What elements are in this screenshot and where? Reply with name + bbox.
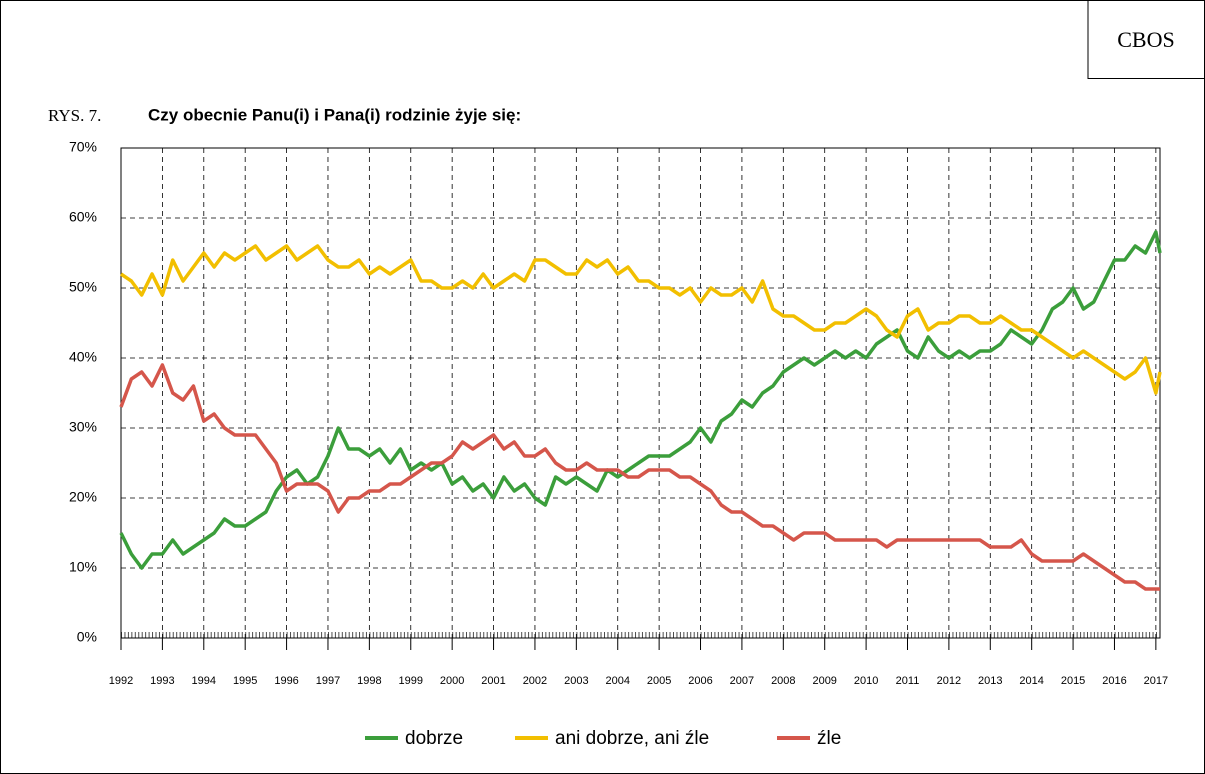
x-tick-label: 2011: [896, 675, 920, 687]
x-tick-label: 1995: [233, 675, 257, 687]
x-tick-label: 2009: [812, 675, 836, 687]
x-tick-label: 1994: [192, 675, 216, 687]
x-tick-label: 2002: [523, 675, 547, 687]
brand-box: [1087, 0, 1205, 79]
y-tick-label: 10%: [69, 559, 97, 575]
x-tick-label: 2005: [647, 675, 671, 687]
series-line: [119, 363, 1160, 591]
minor-ticks: [121, 632, 1160, 638]
x-tick-label: 2015: [1061, 675, 1085, 687]
series-line: [119, 230, 1162, 570]
x-tick-label: 2003: [564, 675, 588, 687]
x-tick-label: 2013: [978, 675, 1002, 687]
x-tick-label: 1996: [274, 675, 298, 687]
x-tick-label: 2016: [1102, 675, 1126, 687]
figure-label: RYS. 7.: [48, 106, 101, 125]
series-line: [120, 244, 1162, 395]
x-tick-label: 2012: [937, 675, 961, 687]
y-tick-label: 40%: [69, 349, 97, 365]
x-tick-label: 2006: [688, 675, 712, 687]
x-tick-label: 2017: [1144, 675, 1168, 687]
x-tick-label: 2001: [481, 675, 505, 687]
x-tick-label: 2004: [605, 675, 629, 687]
x-tick-label: 1999: [399, 675, 423, 687]
y-tick-label: 20%: [69, 489, 97, 505]
y-tick-label: 50%: [69, 279, 97, 295]
chart-title: Czy obecnie Panu(i) i Pana(i) rodzinie ż…: [148, 105, 521, 124]
legend-label: dobrze: [405, 728, 463, 749]
legend-label: ani dobrze, ani źle: [555, 728, 709, 749]
y-tick-label: 30%: [69, 419, 97, 435]
x-tick-label: 2000: [440, 675, 464, 687]
x-tick-label: 2014: [1019, 675, 1043, 687]
x-tick-label: 2010: [854, 675, 878, 687]
x-tick-label: 2008: [771, 675, 795, 687]
y-tick-label: 70%: [69, 139, 97, 155]
brand: CBOS: [1117, 27, 1174, 52]
x-tick-label: 2007: [730, 675, 754, 687]
x-tick-label: 1998: [357, 675, 381, 687]
y-tick-label: 60%: [69, 209, 97, 225]
y-tick-label: 0%: [77, 629, 97, 645]
x-tick-label: 1992: [109, 675, 133, 687]
plot-frame: [120, 147, 1161, 639]
x-tick-label: 1993: [150, 675, 174, 687]
legend-label: źle: [817, 728, 841, 749]
x-tick-label: 1997: [316, 675, 340, 687]
